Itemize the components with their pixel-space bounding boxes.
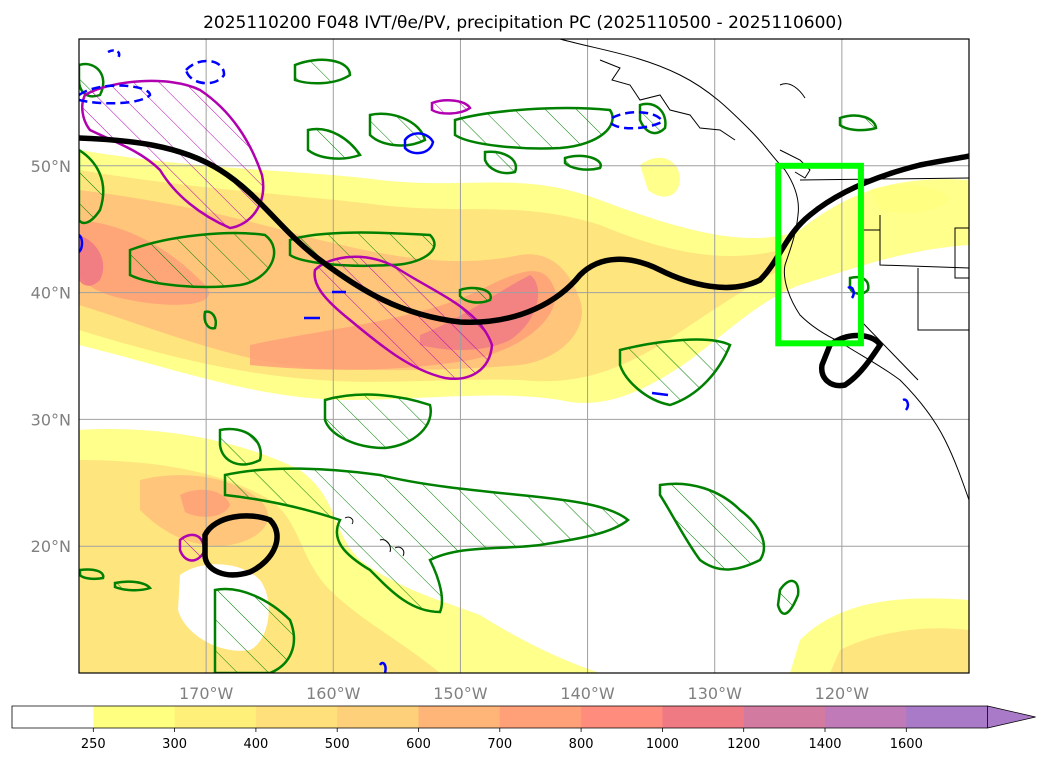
pv-region [178, 533, 206, 562]
green-region [323, 393, 433, 450]
region-highlight-box [775, 162, 864, 347]
colorbar-segment [337, 706, 419, 728]
coastline-north-america [559, 39, 969, 501]
blue-contour [651, 391, 669, 397]
theta-e-line-main [79, 135, 969, 325]
ivt-patch-east [870, 184, 950, 213]
colorbar-segment [174, 706, 257, 728]
lon-label: 120°W [815, 684, 870, 703]
green-region [113, 580, 153, 592]
colorbar-tick-label: 1000 [646, 737, 679, 752]
ivt-patch-north [640, 157, 680, 197]
ivt-band-southeast-400 [830, 628, 969, 673]
colorbar-segment [499, 706, 582, 728]
pv-region [430, 99, 472, 115]
colorbar-tick-label: 300 [162, 737, 187, 752]
green-region [453, 106, 614, 150]
lat-label: 50°N [31, 157, 71, 176]
green-region [203, 310, 217, 330]
coastline-alaska-panhandle [599, 59, 736, 141]
colorbar-segment [93, 706, 176, 728]
blue-contours [79, 49, 910, 673]
colorbar-tick-label: 1400 [808, 737, 841, 752]
blue-contour [79, 234, 84, 253]
coastline-island [779, 83, 806, 99]
border-us-canada [799, 177, 969, 181]
green-region [618, 338, 732, 407]
green-hatched-regions [79, 58, 878, 673]
green-region [79, 568, 105, 581]
green-region [223, 467, 630, 614]
blue-dashed-contour [610, 110, 664, 130]
green-region [306, 127, 362, 160]
map-title: 2025110200 F048 IVT/θe/PV, precipitation… [203, 13, 843, 33]
colorbar-segment [662, 706, 745, 728]
lat-label: 30°N [31, 410, 71, 429]
theta-e-closed-contour [202, 513, 280, 578]
lon-label: 140°W [560, 684, 615, 703]
map-area [78, 38, 970, 674]
colorbar-segment [418, 706, 501, 728]
green-region [483, 150, 518, 175]
map-frame [78, 38, 970, 674]
colorbar-tick-label: 700 [487, 737, 512, 752]
green-region [458, 286, 492, 304]
lon-label: 170°W [179, 684, 234, 703]
colorbar-tick-label: 400 [243, 737, 268, 752]
colorbar-segment [12, 706, 94, 728]
green-region [563, 154, 603, 171]
blue-contour [847, 286, 855, 299]
green-region [368, 112, 427, 147]
blue-dashed-contour [107, 49, 121, 59]
lon-label: 150°W [433, 684, 488, 703]
colorbar-tick-label: 250 [81, 737, 106, 752]
green-region [658, 482, 766, 571]
coastlines [344, 39, 969, 557]
lon-label: 160°W [306, 684, 361, 703]
colorbar-tick-label: 600 [406, 737, 431, 752]
blue-dashed-contour [184, 59, 226, 85]
colorbar-tick-label: 800 [569, 737, 594, 752]
colorbar-segment [906, 706, 989, 728]
colorbar-segment [743, 706, 826, 728]
contour-overlays [79, 39, 969, 673]
green-region [213, 587, 296, 673]
colorbar-tick-label: 1600 [890, 737, 923, 752]
pv-hatched-regions [81, 79, 494, 562]
pv-region [81, 79, 265, 230]
colorbar: 250 300 400 500 600 700 800 1000 1200 1400 1600 [11, 705, 1036, 752]
green-region [838, 114, 878, 132]
green-region [128, 231, 276, 289]
green-region [776, 579, 800, 615]
blue-contour [902, 398, 910, 411]
latitude-labels: 50°N 40°N 30°N 20°N [31, 157, 71, 556]
green-region [79, 148, 105, 225]
colorbar-segment [255, 706, 338, 728]
colorbar-tick-label: 1200 [727, 737, 760, 752]
ivt-core-west-max [79, 235, 104, 286]
hawaii-island [379, 539, 391, 553]
green-region [293, 58, 352, 85]
colorbar-segment [825, 706, 907, 728]
lat-label: 40°N [31, 284, 71, 303]
state-borders [917, 268, 969, 331]
green-region [218, 427, 263, 466]
blue-dashed-contour [79, 84, 152, 105]
lon-label: 130°W [688, 684, 743, 703]
hawaii-island [394, 546, 405, 557]
blue-contour [378, 661, 387, 673]
green-region [288, 231, 436, 268]
ivt-core-south [180, 489, 230, 517]
state-borders [879, 215, 969, 269]
coastline-vancouver-island [779, 149, 811, 179]
hawaii-island [344, 516, 354, 525]
longitude-labels: 170°W 160°W 150°W 140°W 130°W 120°W [179, 684, 869, 703]
colorbar-tick-label: 500 [325, 737, 350, 752]
state-borders [954, 227, 969, 279]
lat-label: 20°N [31, 537, 71, 556]
colorbar-segment [581, 706, 663, 728]
blue-contour [403, 132, 435, 155]
colorbar-extend-arrow [987, 705, 1036, 729]
